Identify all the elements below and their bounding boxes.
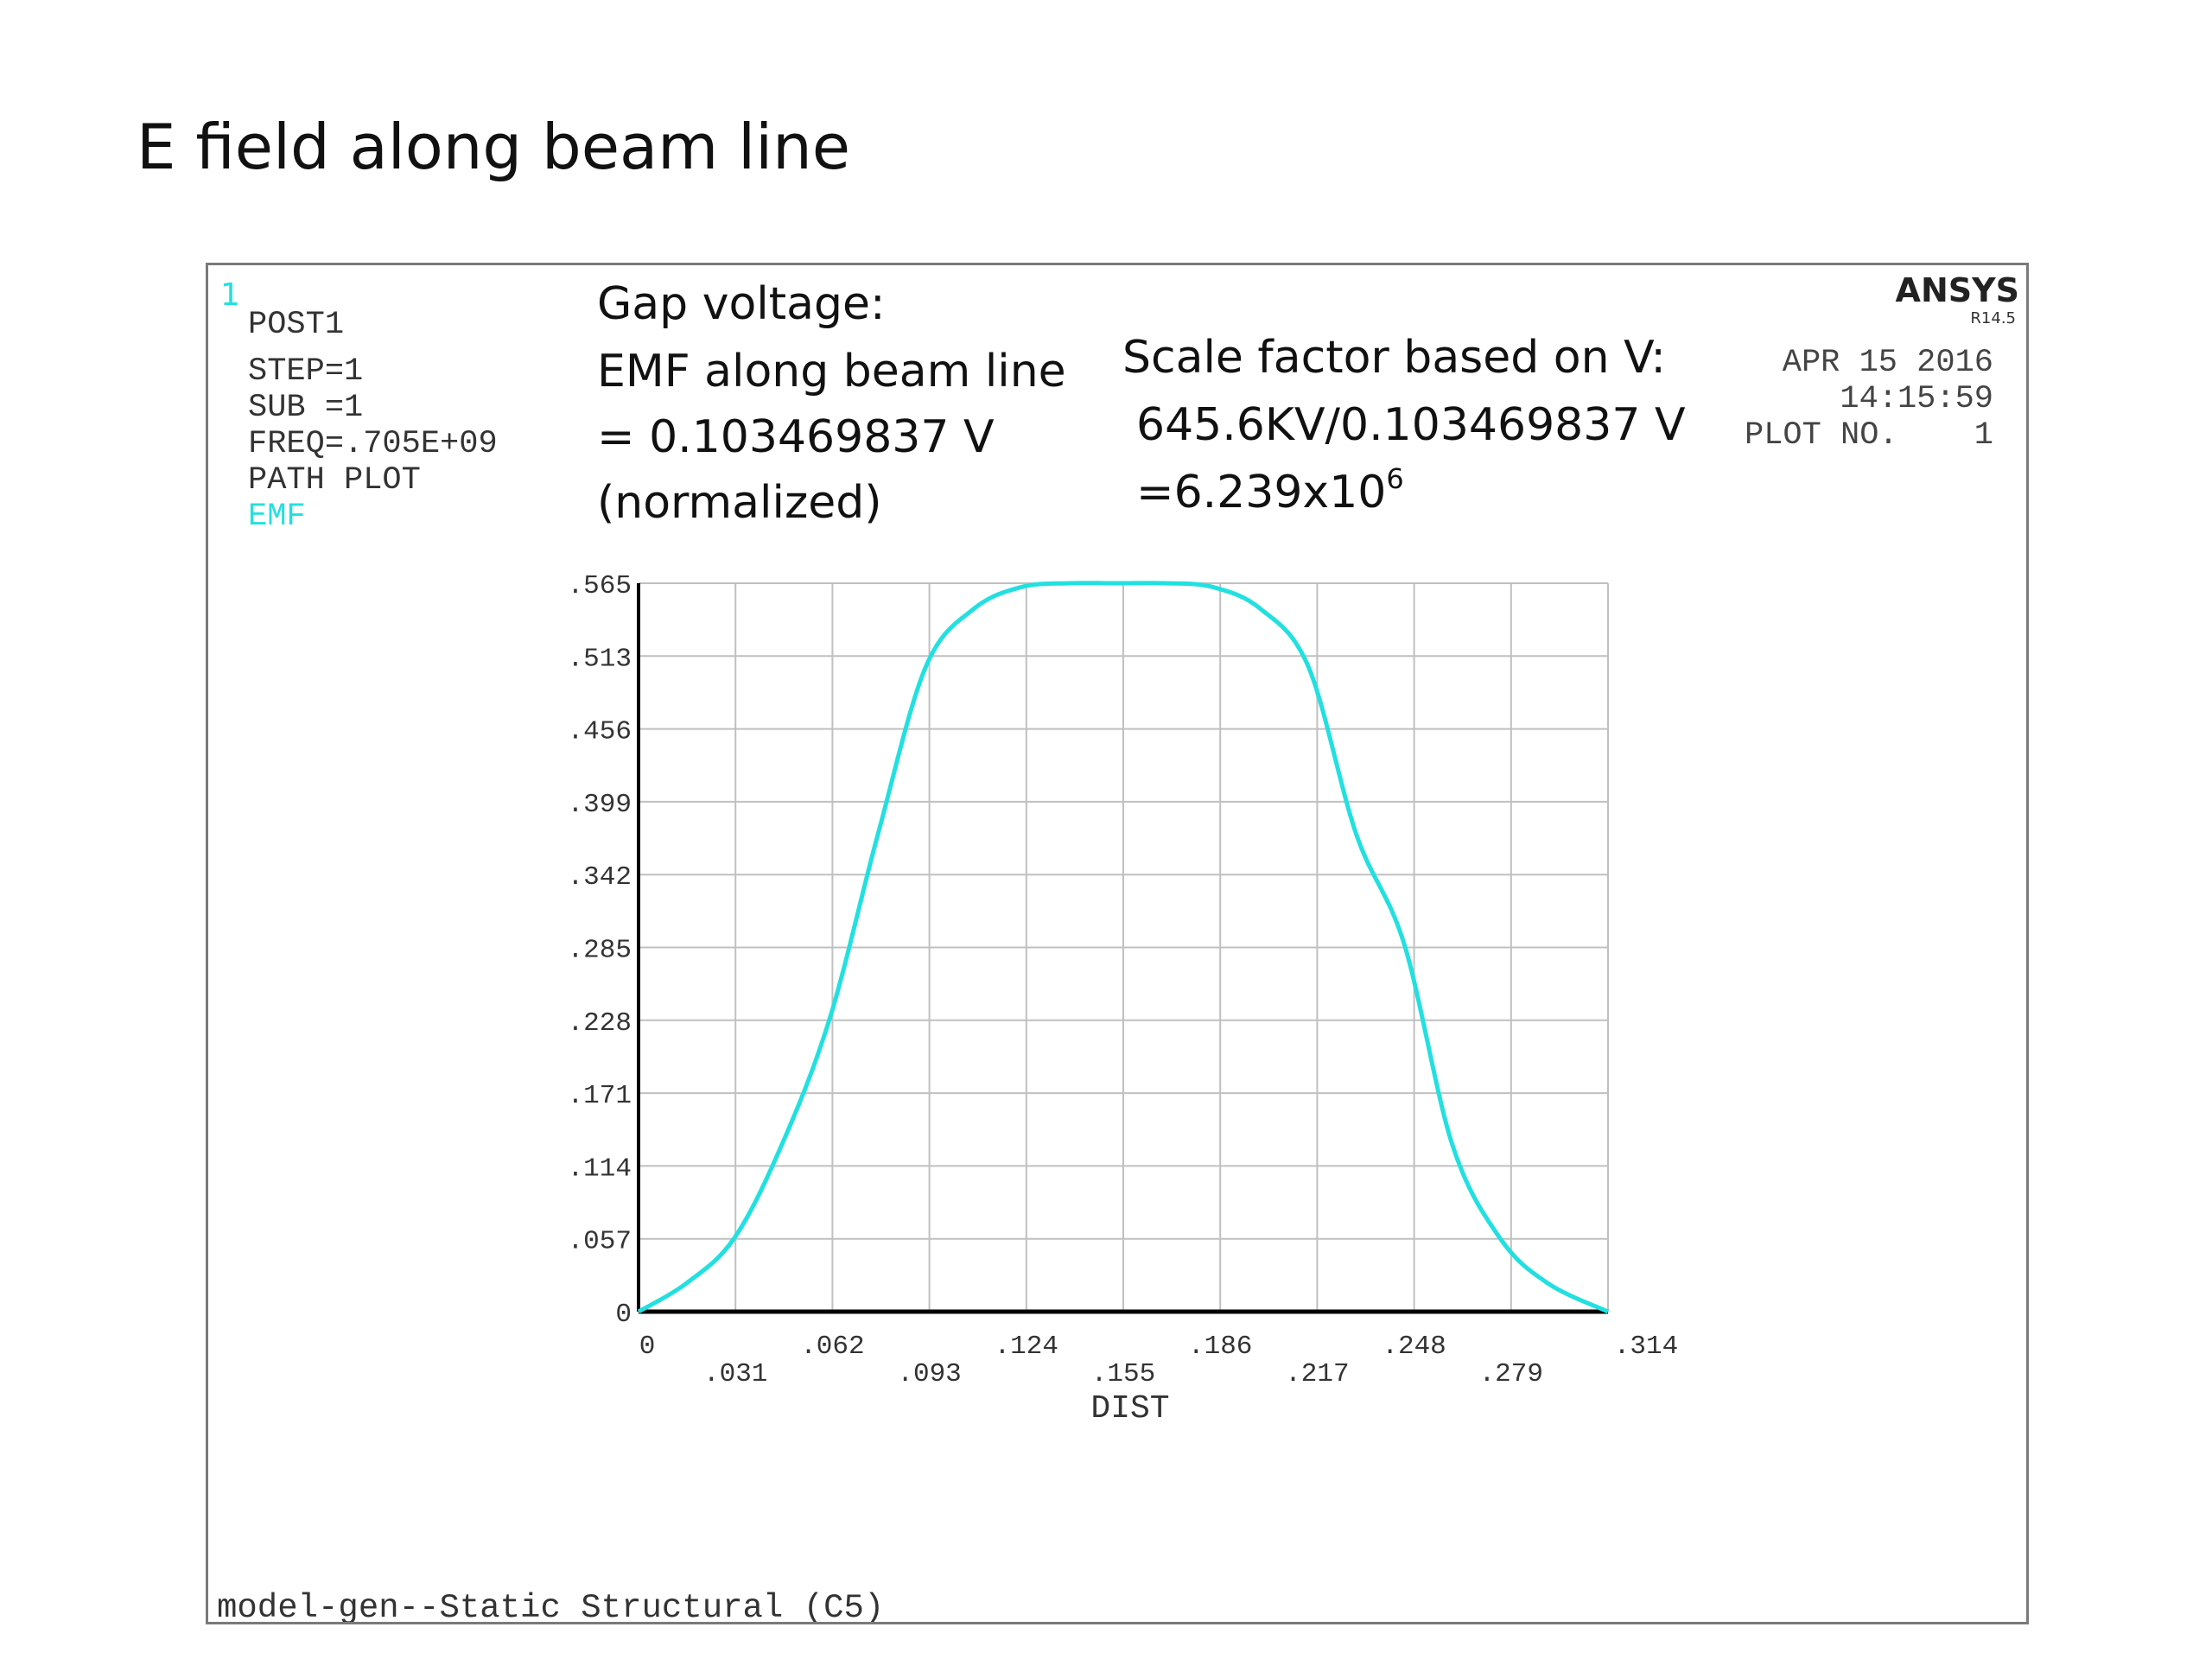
info-post1: POST1 bbox=[248, 307, 344, 343]
y-tick-label: .057 bbox=[568, 1227, 632, 1257]
scale-factor-line1: Scale factor based on V: bbox=[1122, 332, 1666, 384]
plot-date: APR 15 2016 bbox=[1783, 345, 1993, 381]
x-tick-label: .155 bbox=[1091, 1359, 1155, 1389]
x-tick-label: .248 bbox=[1382, 1332, 1446, 1362]
scale-factor-base: =6.239x10 bbox=[1136, 467, 1386, 518]
x-tick-label: .314 bbox=[1614, 1332, 1678, 1362]
plot-canvas: 1 POST1 STEP=1 SUB =1 FREQ=.705E+09 PATH… bbox=[217, 271, 2019, 1622]
info-freq: FREQ=.705E+09 bbox=[248, 426, 498, 462]
ansys-release: R14.5 bbox=[1970, 309, 2016, 327]
x-tick-label: .124 bbox=[995, 1332, 1058, 1362]
y-tick-label: .285 bbox=[568, 936, 632, 966]
plot-axes bbox=[637, 583, 1608, 1314]
y-tick-label: .342 bbox=[568, 862, 632, 893]
emf-series-line bbox=[637, 581, 1610, 1314]
x-tick-label: 0 bbox=[639, 1332, 656, 1362]
y-tick-label: .114 bbox=[568, 1154, 632, 1184]
plot-time: 14:15:59 bbox=[1840, 381, 1993, 417]
x-axis-label: DIST bbox=[1090, 1390, 1169, 1427]
x-tick-label: .279 bbox=[1479, 1359, 1543, 1389]
x-tick-label: .217 bbox=[1285, 1359, 1349, 1389]
y-tick-labels: .565 .513 .456 .399 .342 .285 .228 .171 .114 .057… bbox=[568, 571, 632, 1330]
y-tick-label: .456 bbox=[568, 717, 632, 747]
ansys-logo: ANSYS bbox=[1896, 271, 2019, 309]
gap-voltage-line2: EMF along beam line bbox=[597, 346, 1066, 397]
info-sub: SUB =1 bbox=[248, 390, 363, 426]
y-tick-label: 0 bbox=[615, 1300, 632, 1330]
plot-no-label: PLOT NO. bbox=[1745, 417, 1898, 454]
x-tick-label: .062 bbox=[800, 1332, 864, 1362]
x-tick-label: .031 bbox=[703, 1359, 767, 1389]
info-step: STEP=1 bbox=[248, 353, 363, 390]
y-tick-label: .228 bbox=[568, 1008, 632, 1039]
scale-factor-exponent: 6 bbox=[1386, 462, 1403, 495]
y-tick-label: .171 bbox=[568, 1081, 632, 1111]
slide-title: E field along beam line bbox=[137, 111, 851, 183]
scale-factor-line3: =6.239x106 bbox=[1136, 462, 1404, 518]
y-tick-label: .513 bbox=[568, 644, 632, 674]
x-tick-label: .093 bbox=[897, 1359, 961, 1389]
emf-item-label: EMF bbox=[248, 499, 306, 535]
x-tick-label: .186 bbox=[1188, 1332, 1252, 1362]
gap-voltage-line4: (normalized) bbox=[597, 477, 882, 529]
info-path-plot: PATH PLOT bbox=[248, 462, 421, 499]
scale-factor-line2: 645.6KV/0.103469837 V bbox=[1136, 399, 1686, 451]
y-tick-label: .565 bbox=[568, 571, 632, 601]
window-number: 1 bbox=[220, 277, 240, 313]
plot-grid bbox=[639, 582, 1609, 1312]
y-tick-label: .399 bbox=[568, 790, 632, 820]
ansys-plot-window: 1 POST1 STEP=1 SUB =1 FREQ=.705E+09 PATH… bbox=[206, 263, 2029, 1624]
x-tick-labels: 0 .031 .062 .093 .124 .155 .186 .217 .248 .279 .31… bbox=[639, 1332, 1679, 1389]
plot-no-value: 1 bbox=[1974, 417, 1993, 454]
footer-model-label: model-gen--Static Structural (C5) bbox=[217, 1589, 884, 1622]
gap-voltage-line3: = 0.103469837 V bbox=[597, 411, 995, 463]
gap-voltage-line1: Gap voltage: bbox=[597, 278, 886, 330]
